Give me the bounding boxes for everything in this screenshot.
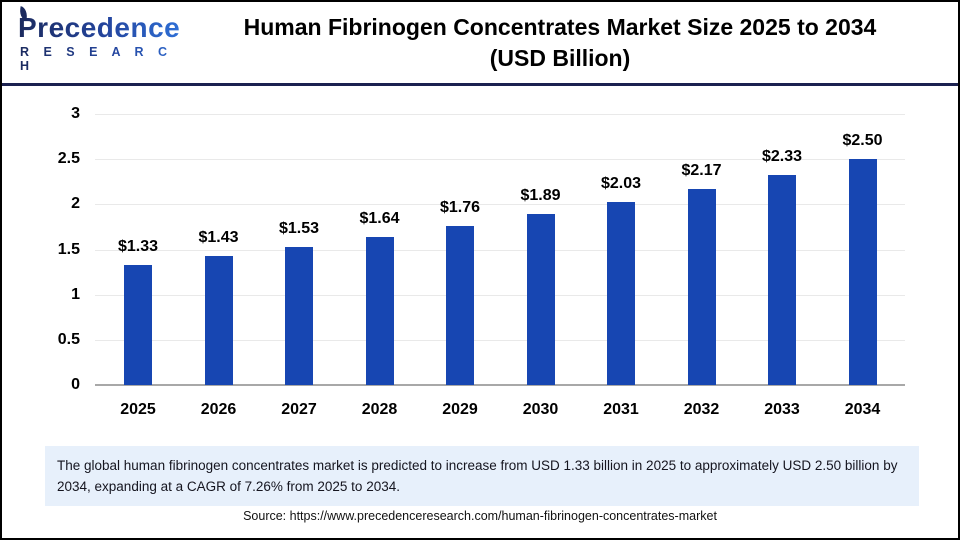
brand-subtitle: R E S E A R C H	[18, 45, 192, 73]
x-tick-label: 2030	[522, 401, 559, 418]
x-tick-label: 2033	[764, 401, 800, 418]
gridline	[95, 339, 905, 341]
header: Precedence R E S E A R C H Human Fibrino…	[2, 2, 958, 86]
bar-2026	[204, 255, 233, 385]
bar-value-label: $2.03	[600, 174, 642, 192]
y-tick-label: 1.5	[57, 240, 80, 258]
y-tick-label: 2.5	[57, 150, 80, 168]
bar-2025	[124, 264, 152, 385]
bar-2029	[446, 226, 474, 385]
x-tick-label: 2034	[844, 401, 881, 418]
summary-note: The global human fibrinogen concentrates…	[45, 446, 919, 506]
x-tick-label: 2027	[281, 401, 317, 418]
bar-value-label: $1.53	[278, 219, 320, 237]
gridline	[95, 294, 905, 296]
gridline	[95, 114, 905, 115]
summary-text: The global human fibrinogen concentrates…	[57, 458, 898, 494]
bar-2034	[848, 159, 877, 385]
gridline	[95, 204, 905, 206]
bar-value-label: $1.64	[359, 209, 400, 227]
y-tick-label: 1	[71, 285, 80, 303]
title-line-1: Human Fibrinogen Concentrates Market Siz…	[243, 13, 877, 40]
y-tick-label: 3	[71, 105, 80, 122]
bar-value-label: $1.76	[439, 199, 481, 216]
brand-logo: Precedence R E S E A R C H	[2, 6, 192, 73]
bar-value-label: $1.33	[117, 237, 159, 255]
x-tick-label: 2031	[603, 401, 639, 418]
x-tick-label: 2025	[120, 401, 156, 418]
bar-value-label: $1.89	[520, 187, 561, 205]
page-title: Human Fibrinogen Concentrates Market Siz…	[192, 12, 958, 74]
bar-2031	[607, 201, 635, 385]
bar-2032	[687, 188, 716, 385]
bar-value-label: $2.17	[681, 161, 722, 179]
gridline	[95, 249, 905, 251]
x-tick-label: 2032	[683, 401, 720, 418]
source-line: Source: https://www.precedenceresearch.c…	[243, 509, 717, 523]
y-tick-label: 0	[71, 376, 80, 393]
bar-value-label: $2.33	[761, 147, 803, 165]
y-tick-label: 2	[71, 195, 80, 213]
bar-2027	[285, 246, 313, 385]
x-axis-line	[95, 384, 905, 386]
bar-2033	[768, 174, 796, 385]
gridline	[95, 159, 905, 161]
bar-2030	[526, 214, 555, 385]
y-tick-label: 0.5	[57, 330, 80, 348]
bar-2028	[365, 236, 394, 385]
title-line-2: (USD Billion)	[489, 44, 631, 71]
x-tick-label: 2029	[442, 401, 478, 418]
x-tick-label: 2026	[200, 401, 237, 418]
x-tick-label: 2028	[361, 401, 398, 418]
bar-value-label: $2.50	[842, 132, 883, 150]
bar-value-label: $1.43	[198, 228, 239, 246]
